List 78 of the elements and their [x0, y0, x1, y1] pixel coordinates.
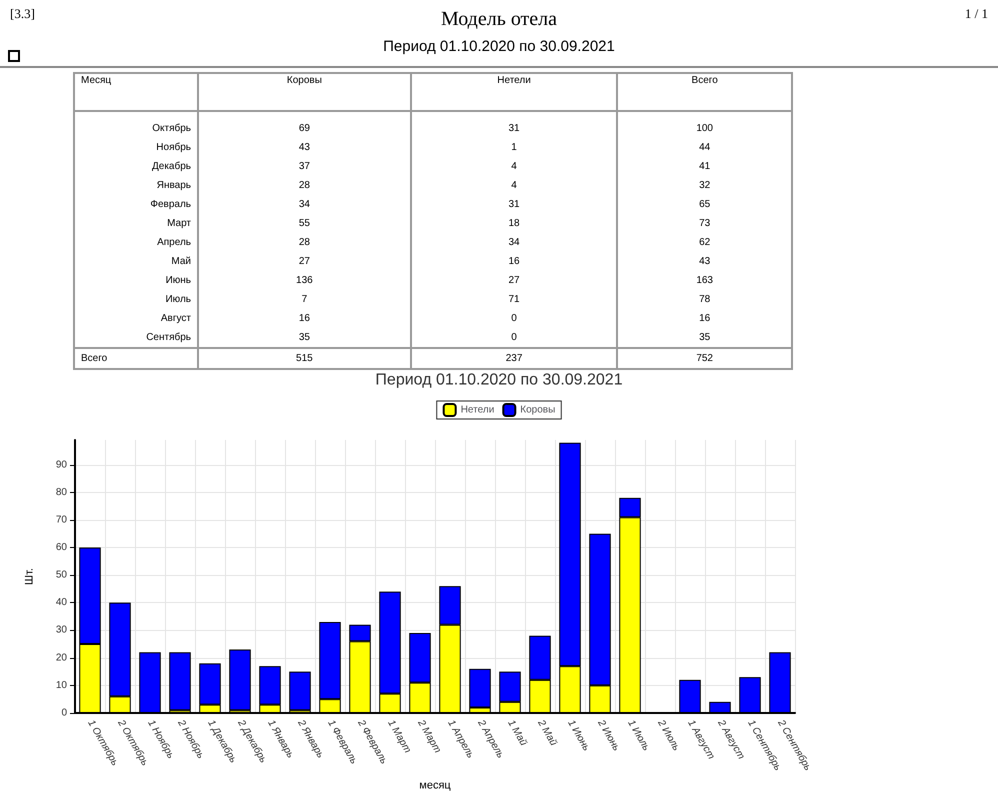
y-tick-label: 10 — [56, 680, 68, 691]
data-label: 65 — [617, 195, 792, 214]
data-label: 31 — [410, 195, 618, 214]
data-label: 136 — [198, 271, 411, 290]
category-label: Июнь — [74, 271, 198, 290]
data-label: 41 — [617, 157, 792, 176]
data-label: 43 — [617, 252, 792, 271]
y-tick-label: 70 — [56, 514, 68, 526]
category-label: Всего — [74, 348, 198, 369]
data-label: 71 — [410, 290, 618, 309]
text: Всего — [617, 73, 792, 111]
category-label: Октябрь — [74, 111, 198, 138]
data-label: 62 — [617, 233, 792, 252]
legend-label: Коровы — [520, 404, 556, 416]
data-label: 18 — [410, 214, 618, 233]
text: Период 01.10.2020 по 30.09.2021 — [382, 38, 616, 55]
data-label: 4 — [410, 176, 618, 195]
y-axis-title: Шт. — [24, 568, 36, 585]
x-axis-title: месяц — [419, 780, 452, 792]
data-label: 28 — [198, 233, 411, 252]
y-tick-label: 30 — [56, 624, 68, 636]
category-label: Апрель — [74, 233, 198, 252]
data-label: 16 — [410, 252, 618, 271]
data-label: 100 — [617, 111, 792, 138]
data-label: 28 — [198, 176, 411, 195]
bar — [169, 652, 191, 710]
category-label: Март — [74, 214, 198, 233]
data-label: 16 — [198, 309, 411, 328]
chart-title: Период 01.10.2020 по 30.09.2021 — [375, 372, 623, 388]
category-label: Декабрь — [74, 157, 198, 176]
data-label: 752 — [617, 348, 792, 369]
y-tick-label: 50 — [56, 570, 68, 581]
data-label: 27 — [198, 252, 411, 271]
y-tick-label: 40 — [56, 597, 68, 608]
y-tick-label: 80 — [56, 486, 68, 498]
text: Месяц — [74, 73, 198, 111]
data-label: 163 — [617, 271, 792, 290]
data-label: 37 — [198, 157, 411, 176]
bar — [229, 650, 251, 710]
category-label: Июль — [74, 290, 198, 309]
y-tick-label: 60 — [56, 542, 68, 554]
data-label: 27 — [410, 271, 618, 290]
category-label: Май — [74, 252, 198, 271]
y-tick-label: 0 — [61, 707, 68, 718]
data-label: 0 — [410, 328, 618, 348]
y-tick-label: 20 — [56, 652, 68, 664]
data-label: 16 — [617, 309, 792, 328]
data-label: 4 — [410, 157, 618, 176]
data-label: 237 — [410, 348, 618, 369]
data-label: 78 — [617, 290, 792, 309]
text: Нетели — [410, 73, 618, 111]
data-label: 31 — [410, 111, 618, 138]
text: Коровы — [198, 73, 411, 111]
data-label: 44 — [617, 138, 792, 157]
bar — [289, 672, 311, 710]
category-label: Сентябрь — [74, 328, 198, 348]
data-label: 43 — [198, 138, 411, 157]
text: [3.3] — [10, 6, 35, 22]
text: Модель отела — [440, 8, 558, 30]
data-label: 55 — [198, 214, 411, 233]
text: 1 / 1 — [964, 6, 988, 22]
data-label: 34 — [198, 195, 411, 214]
y-tick-label: 90 — [56, 459, 68, 470]
data-label: 1 — [410, 138, 618, 157]
data-label: 73 — [617, 214, 792, 233]
data-label: 35 — [617, 328, 792, 348]
data-label: 0 — [410, 309, 618, 328]
data-label: 69 — [198, 111, 411, 138]
category-label: Февраль — [74, 195, 198, 214]
category-label: Август — [74, 309, 198, 328]
data-label: 515 — [198, 348, 411, 369]
category-label: Январь — [74, 176, 198, 195]
category-label: Ноябрь — [74, 138, 198, 157]
data-label: 7 — [198, 290, 411, 309]
legend-label: Нетели — [460, 404, 494, 416]
data-label: 34 — [410, 233, 618, 252]
data-label: 35 — [198, 328, 411, 348]
data-label: 32 — [617, 176, 792, 195]
